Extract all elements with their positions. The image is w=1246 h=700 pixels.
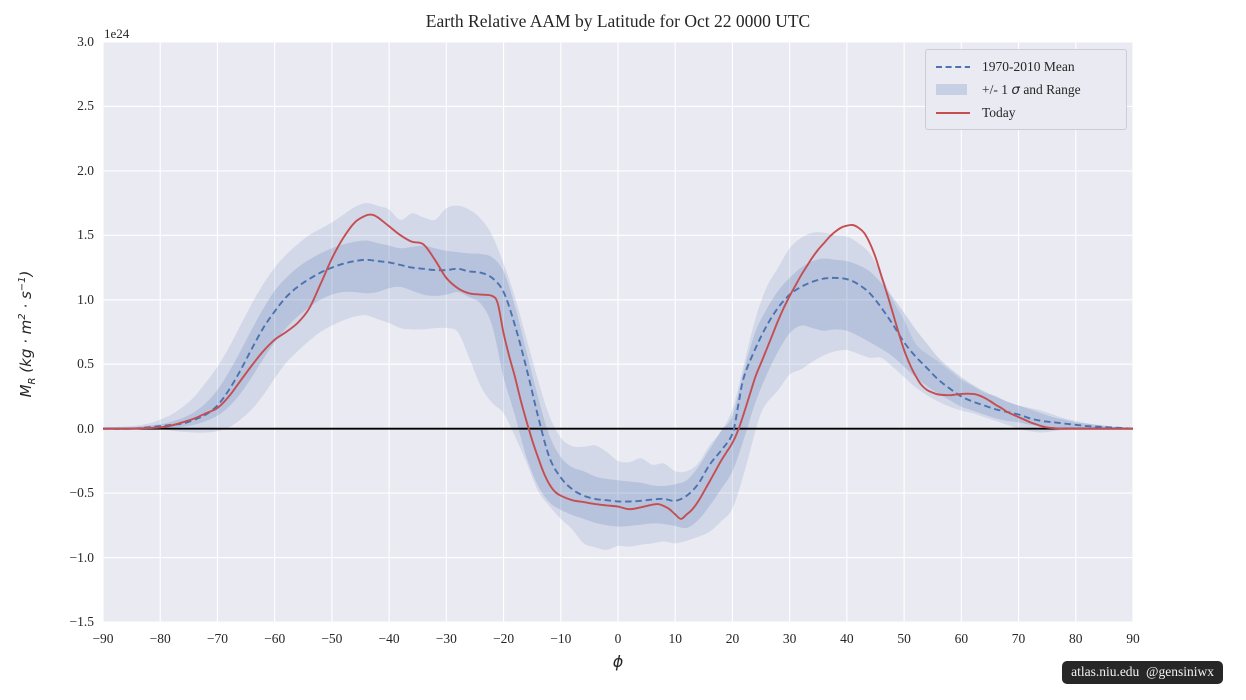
legend-label-mean: 1970-2010 Mean — [982, 58, 1075, 74]
x-tick-label: −20 — [492, 631, 515, 646]
x-tick-label: 80 — [1069, 631, 1083, 646]
y-tick-label: −1.0 — [69, 549, 95, 565]
today-line-sample — [936, 111, 970, 115]
mean-line — [103, 258, 1133, 503]
y-tick-label: 2.5 — [77, 98, 94, 114]
y-tick-label: −0.5 — [69, 485, 95, 501]
x-tick-label: −90 — [92, 631, 114, 646]
band-patch-sample — [936, 84, 970, 95]
x-axis-label: ϕ — [612, 652, 624, 671]
x-tick-label: 10 — [668, 631, 682, 646]
x-tick-label: −40 — [378, 631, 400, 646]
x-tick-label: −80 — [149, 631, 171, 646]
sigma-symbol: σ — [1011, 81, 1020, 98]
y-axis-label: MR (kg · m2 · s−1) — [17, 184, 39, 484]
y-tick-label: 3.0 — [77, 34, 94, 49]
ylabel-var: M — [17, 384, 35, 398]
ylabel-units-sup-neg1: −1 — [17, 276, 28, 292]
watermark-badge: atlas.niu.edu @gensiniwx — [1062, 661, 1223, 684]
range-band — [103, 203, 1133, 550]
x-tick-label: 20 — [725, 631, 740, 646]
y-tick-label: 1.0 — [77, 291, 94, 307]
y-tick-label: 0.5 — [77, 356, 94, 372]
x-tick-label: −10 — [550, 631, 572, 646]
x-tick-label: 50 — [897, 631, 911, 646]
plot-area — [103, 42, 1133, 622]
ylabel-units-mid: · s — [17, 291, 35, 314]
legend: 1970-2010 Mean +/- 1 σ and Range Today — [925, 49, 1127, 130]
mean-dashed-line-sample — [936, 65, 970, 69]
legend-entry-today: Today — [936, 105, 1116, 121]
y-tick-label: −1.5 — [69, 614, 95, 629]
y-tick-label: 2.0 — [77, 162, 94, 178]
sigma-band — [103, 240, 1133, 529]
x-tick-label: 70 — [1011, 631, 1026, 646]
today-line — [103, 213, 1133, 520]
ylabel-units-post: ) — [17, 270, 35, 277]
x-tick-label: −60 — [264, 631, 286, 646]
legend-label-band: +/- 1 σ and Range — [982, 81, 1081, 98]
ylabel-units-sup2: 2 — [17, 313, 28, 320]
x-tick-label: 90 — [1126, 631, 1140, 646]
legend-entry-mean: 1970-2010 Mean — [936, 59, 1116, 75]
y-tick-label: 1.5 — [77, 227, 94, 243]
x-tick-label: 40 — [840, 631, 854, 646]
x-tick-label: −70 — [206, 631, 228, 646]
x-tick-label: 30 — [782, 631, 797, 646]
chart-title: Earth Relative AAM by Latitude for Oct 2… — [425, 11, 811, 31]
x-tick-label: −50 — [321, 631, 343, 646]
y-tick-label: 0.0 — [77, 420, 94, 436]
ylabel-units-pre: (kg · m — [17, 319, 35, 378]
legend-entry-band: +/- 1 σ and Range — [936, 82, 1116, 98]
ylabel-var-subscript: R — [27, 377, 38, 385]
x-tick-label: 60 — [954, 631, 969, 646]
y-axis-offset-label: 1e24 — [104, 26, 130, 41]
x-tick-label: 0 — [614, 631, 622, 646]
x-tick-label: −30 — [435, 631, 457, 646]
legend-label-today: Today — [982, 104, 1016, 120]
